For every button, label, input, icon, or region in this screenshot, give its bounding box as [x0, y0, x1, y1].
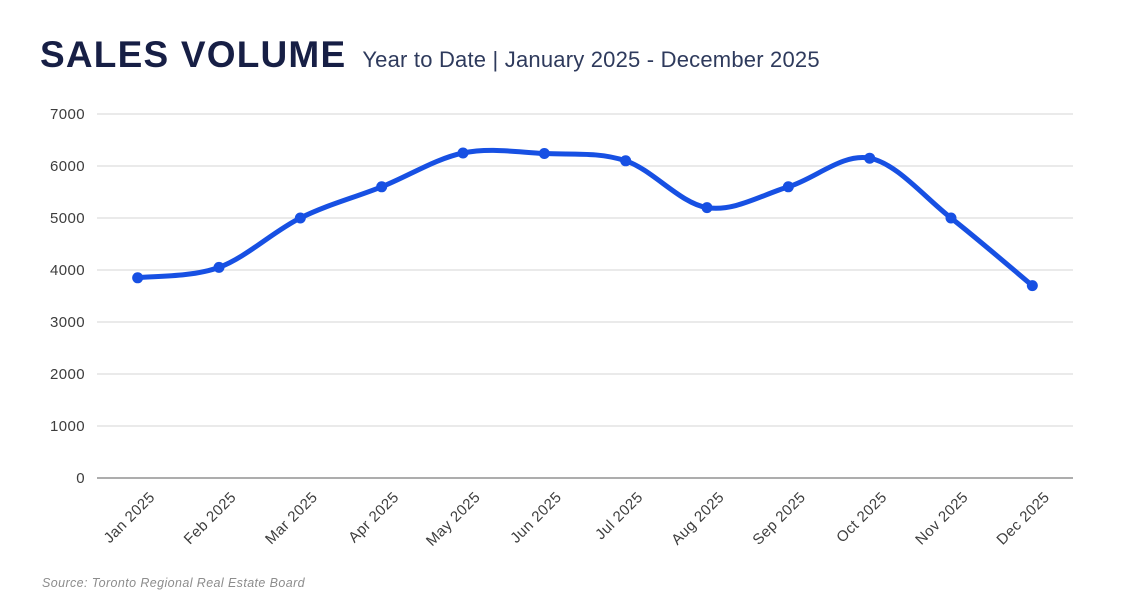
y-tick-label: 2000	[50, 366, 85, 383]
x-tick-label: Mar 2025	[262, 489, 321, 548]
data-point	[132, 272, 144, 284]
y-tick-label: 0	[76, 470, 85, 487]
source-attribution: Source: Toronto Regional Real Estate Boa…	[42, 576, 306, 590]
y-tick-label: 1000	[50, 418, 85, 435]
y-tick-label: 5000	[50, 210, 85, 227]
y-tick-label: 6000	[50, 158, 85, 175]
data-point	[213, 261, 225, 273]
data-point	[782, 181, 794, 193]
x-tick-label: Aug 2025	[668, 489, 728, 549]
x-tick-label: Nov 2025	[912, 489, 972, 549]
y-tick-label: 7000	[50, 106, 85, 123]
x-tick-label: Oct 2025	[833, 489, 890, 546]
data-point	[620, 155, 632, 167]
y-tick-label: 4000	[50, 262, 85, 279]
data-point	[294, 212, 306, 224]
data-point	[538, 148, 550, 160]
x-tick-label: Jul 2025	[592, 489, 646, 543]
data-point	[864, 152, 876, 164]
series-line	[135, 147, 1035, 289]
x-tick-label: Sep 2025	[749, 489, 809, 549]
y-tick-label: 3000	[50, 314, 85, 331]
data-point	[457, 147, 469, 159]
x-tick-label: Jan 2025	[101, 489, 159, 547]
chart-header: SALES VOLUME Year to Date | January 2025…	[40, 34, 820, 76]
data-point	[701, 202, 713, 214]
x-tick-label: Dec 2025	[993, 489, 1053, 549]
x-tick-label: Jun 2025	[507, 489, 565, 547]
x-tick-label: Apr 2025	[345, 489, 402, 546]
data-point	[1026, 280, 1038, 292]
x-tick-label: Feb 2025	[181, 489, 240, 548]
x-tick-label: May 2025	[423, 489, 484, 550]
data-point	[945, 212, 957, 224]
chart-title: SALES VOLUME	[40, 34, 347, 75]
data-point	[376, 181, 388, 193]
chart-subtitle: Year to Date | January 2025 - December 2…	[362, 47, 820, 72]
